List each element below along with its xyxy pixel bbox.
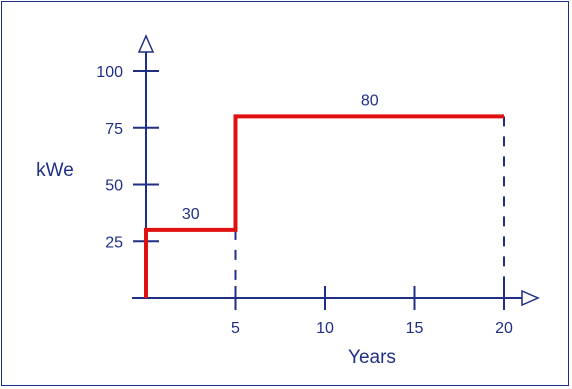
x-axis-title: Years (348, 347, 396, 368)
x-tick-label: 15 (406, 320, 424, 337)
y-tick-label: 50 (105, 178, 123, 195)
y-axis-arrow (137, 34, 155, 53)
data-label: 30 (182, 206, 200, 223)
data-label: 80 (361, 92, 379, 109)
x-tick-label: 10 (316, 320, 334, 337)
x-axis-arrow (521, 289, 540, 307)
y-axis-title: kWe (36, 160, 74, 181)
dashed-guides (234, 116, 505, 298)
axes: 25 50 75 100 5 10 15 20 kWe Years (36, 34, 540, 368)
y-tick-label: 100 (96, 64, 123, 81)
x-tick-label: 5 (231, 320, 240, 337)
y-tick-label: 25 (105, 234, 123, 251)
labels-layer: 30 80 (182, 92, 379, 223)
x-tick-label: 20 (495, 320, 513, 337)
step-series-line (144, 114, 504, 298)
y-tick-label: 75 (105, 121, 123, 138)
series-layer (144, 114, 504, 298)
